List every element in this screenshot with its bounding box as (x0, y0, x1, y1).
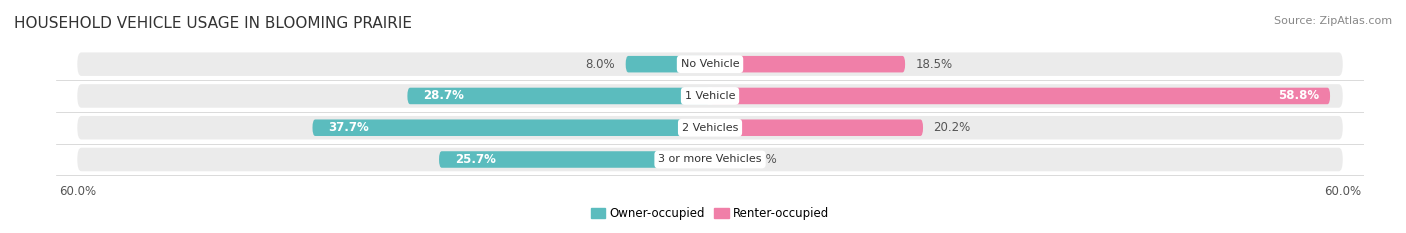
Text: 3 or more Vehicles: 3 or more Vehicles (658, 154, 762, 164)
FancyBboxPatch shape (439, 151, 710, 168)
Text: 2 Vehicles: 2 Vehicles (682, 123, 738, 133)
Text: 37.7%: 37.7% (328, 121, 368, 134)
Text: 20.2%: 20.2% (934, 121, 970, 134)
Text: 18.5%: 18.5% (915, 58, 953, 71)
FancyBboxPatch shape (77, 148, 1343, 171)
Text: HOUSEHOLD VEHICLE USAGE IN BLOOMING PRAIRIE: HOUSEHOLD VEHICLE USAGE IN BLOOMING PRAI… (14, 16, 412, 31)
FancyBboxPatch shape (710, 151, 737, 168)
FancyBboxPatch shape (626, 56, 710, 72)
FancyBboxPatch shape (710, 56, 905, 72)
Text: 28.7%: 28.7% (423, 89, 464, 103)
Text: 2.5%: 2.5% (747, 153, 776, 166)
Text: Source: ZipAtlas.com: Source: ZipAtlas.com (1274, 16, 1392, 26)
Text: 58.8%: 58.8% (1278, 89, 1319, 103)
FancyBboxPatch shape (77, 52, 1343, 76)
FancyBboxPatch shape (710, 88, 1330, 104)
Text: 8.0%: 8.0% (585, 58, 616, 71)
Legend: Owner-occupied, Renter-occupied: Owner-occupied, Renter-occupied (586, 202, 834, 225)
FancyBboxPatch shape (312, 120, 710, 136)
Text: 1 Vehicle: 1 Vehicle (685, 91, 735, 101)
FancyBboxPatch shape (710, 120, 922, 136)
Text: 25.7%: 25.7% (456, 153, 496, 166)
FancyBboxPatch shape (77, 116, 1343, 140)
Text: No Vehicle: No Vehicle (681, 59, 740, 69)
FancyBboxPatch shape (408, 88, 710, 104)
FancyBboxPatch shape (77, 84, 1343, 108)
